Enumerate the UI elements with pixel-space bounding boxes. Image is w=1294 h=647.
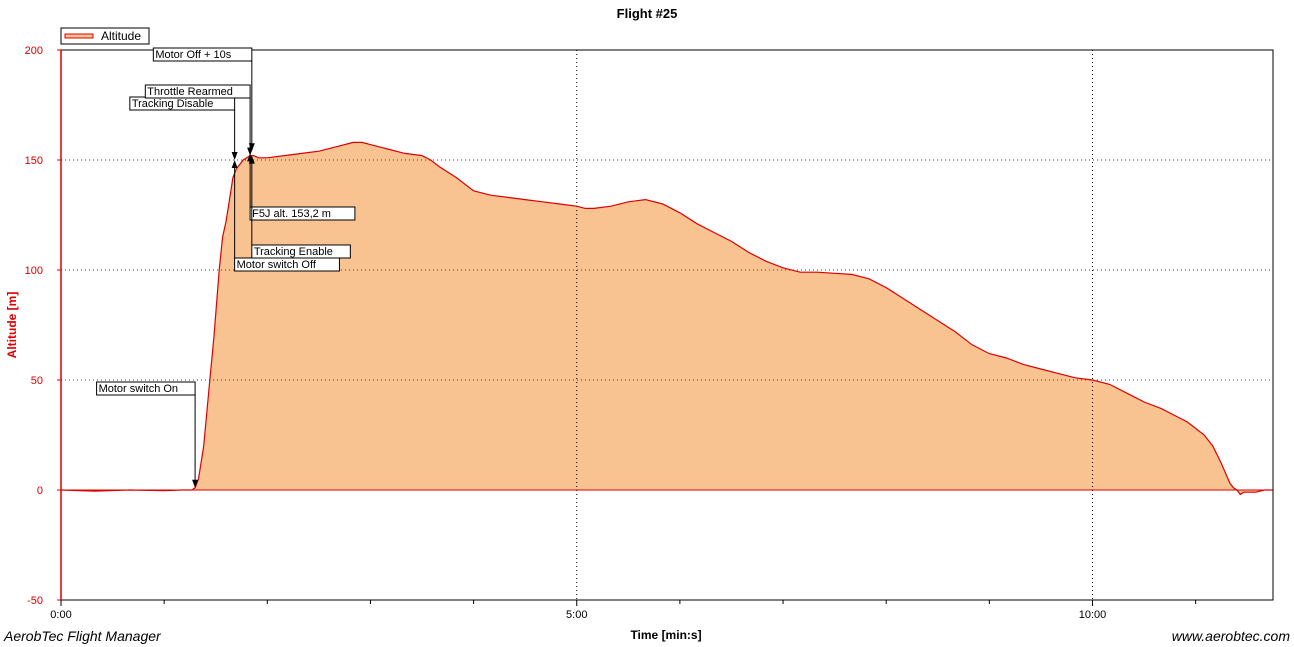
annotation-arrow <box>231 152 238 160</box>
annotation: Motor switch On <box>96 381 199 488</box>
y-tick-label: 50 <box>31 375 43 387</box>
y-tick-label: 150 <box>25 155 43 167</box>
y-tick-label: -50 <box>27 595 43 607</box>
altitude-area <box>61 142 1273 495</box>
legend-box <box>60 27 150 45</box>
legend-swatch <box>64 33 94 39</box>
annotation-arrow <box>192 479 199 488</box>
y-tick-label: 200 <box>25 45 43 57</box>
annotation: Motor Off + 10s <box>152 47 255 152</box>
annotation-label: Throttle Rearmed <box>147 86 233 98</box>
annotation-box <box>96 381 196 396</box>
website-link[interactable]: www.aerobtec.com <box>1171 628 1290 644</box>
annotation: Tracking Disable <box>129 96 238 160</box>
annotation-label: Motor Off + 10s <box>155 49 231 61</box>
chart-title: Flight #25 <box>617 6 678 21</box>
annotation-label: Motor switch Off <box>237 259 317 271</box>
annotation-box <box>249 206 356 221</box>
annotation: Motor switch Off <box>231 160 340 272</box>
annotation: Throttle Rearmed <box>144 84 254 156</box>
annotation: F5J alt. 153,2 m <box>247 153 356 221</box>
legend-label: Altitude <box>101 29 141 43</box>
annotation-box <box>152 47 253 62</box>
plot-area: -50 0 50 100 150 200 0:00 5:00 10:00 Motor switch… <box>25 45 1274 621</box>
annotation: Tracking Enable <box>248 155 351 259</box>
legend: Altitude <box>60 27 150 45</box>
annotation-arrow <box>231 160 238 168</box>
annotation-label: Motor switch On <box>99 383 178 395</box>
x-axis-label: Time [min:s] <box>630 628 701 642</box>
annotation-label: Tracking Disable <box>132 98 214 110</box>
y-tick-label: 0 <box>37 485 43 497</box>
y-tick-label: 100 <box>25 265 43 277</box>
y-axis-label: Altitude [m] <box>5 292 19 359</box>
altitude-line <box>60 141 1273 496</box>
x-tick-label: 0:00 <box>50 609 71 621</box>
annotation-arrow <box>248 143 255 152</box>
app-name: AerobTec Flight Manager <box>4 628 161 644</box>
annotation-arrow <box>248 155 255 164</box>
annotation-box <box>251 244 351 259</box>
annotation-label: Tracking Enable <box>254 246 333 258</box>
x-tick-label: 5:00 <box>566 609 587 621</box>
annotation-box <box>144 84 251 99</box>
x-tick-label: 10:00 <box>1079 609 1107 621</box>
annotation-label: F5J alt. 153,2 m <box>252 208 331 220</box>
